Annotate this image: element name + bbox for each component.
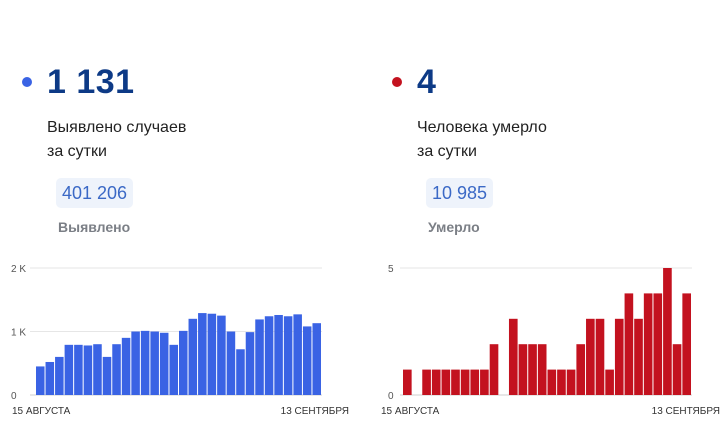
deaths-chart-bar xyxy=(528,344,537,395)
cases-chart-bar xyxy=(45,361,55,395)
cases-caption: Выявлено случаев за сутки xyxy=(47,116,186,164)
deaths-chart-bar xyxy=(557,369,566,395)
deaths-panel: 4 Человека умерло за сутки 10 985 Умерло… xyxy=(370,0,725,421)
deaths-chart-bar xyxy=(537,344,547,395)
deaths-chart-bar xyxy=(441,369,451,395)
deaths-chart-x-end-label: 13 СЕНТЯБРЯ xyxy=(652,406,720,417)
cases-chart-bar xyxy=(255,319,264,395)
cases-chart-bar xyxy=(226,331,236,395)
cases-caption-line1: Выявлено случаев xyxy=(47,119,187,136)
deaths-chart-bar xyxy=(451,369,460,395)
cases-chart-bar xyxy=(159,332,169,395)
deaths-chart-bar xyxy=(470,369,480,395)
cases-chart-bar xyxy=(74,344,83,395)
cases-chart-x-end-label: 13 СЕНТЯБРЯ xyxy=(281,406,349,417)
deaths-chart-y-tick-label: 5 xyxy=(388,264,394,275)
deaths-chart-bar xyxy=(518,344,528,395)
deaths-chart-bar xyxy=(605,369,614,395)
cases-indicator-dot xyxy=(22,77,32,87)
deaths-chart-bar xyxy=(634,318,643,395)
deaths-chart-bar xyxy=(566,369,576,395)
cases-chart-bar xyxy=(198,313,207,395)
deaths-chart-bar xyxy=(422,369,431,395)
cases-chart-y-tick-label: 2 K xyxy=(11,264,26,275)
deaths-chart-bar xyxy=(460,369,470,395)
cases-chart-bar xyxy=(217,315,226,395)
deaths-chart-bar xyxy=(403,369,412,395)
cases-chart-bar xyxy=(93,344,102,395)
deaths-chart-bar xyxy=(547,369,557,395)
deaths-caption-line1: Человека умерло xyxy=(417,119,547,136)
deaths-chart-x-start-label: 15 АВГУСТА xyxy=(381,406,440,417)
cases-chart-bar xyxy=(188,318,198,395)
cases-chart-bar xyxy=(283,316,293,395)
cases-chart-bar xyxy=(312,323,321,395)
cases-chart-bar xyxy=(236,349,245,395)
cases-chart-bar xyxy=(83,345,93,395)
cases-chart-y-tick-label: 0 xyxy=(11,391,17,402)
cases-chart-bar xyxy=(150,331,159,395)
deaths-chart-bar xyxy=(643,293,653,395)
deaths-indicator-dot xyxy=(392,77,402,87)
cases-total-label: Выявлено xyxy=(58,219,131,235)
deaths-chart-bar xyxy=(682,293,691,395)
cases-chart-bar xyxy=(55,356,64,395)
cases-caption-line2: за сутки xyxy=(47,143,107,160)
deaths-chart: 0 5 15 АВГУСТА 13 СЕНТЯБРЯ xyxy=(381,264,720,417)
cases-chart-bar xyxy=(140,330,150,395)
deaths-chart-bar xyxy=(595,318,605,395)
deaths-chart-bar xyxy=(431,369,441,395)
cases-chart-bar xyxy=(264,316,274,395)
cases-chart-bar xyxy=(169,344,178,395)
deaths-total-label: Умерло xyxy=(428,219,480,235)
cases-chart-bar xyxy=(102,356,112,395)
cases-chart-bar xyxy=(36,366,45,395)
cases-chart-bar xyxy=(64,344,74,395)
cases-chart-x-start-label: 15 АВГУСТА xyxy=(12,406,71,417)
deaths-chart-bar xyxy=(576,344,586,395)
cases-chart-bar xyxy=(121,337,131,395)
deaths-chart-bar xyxy=(624,293,634,395)
cases-total-badge: 401 206 xyxy=(56,178,134,208)
cases-chart-bar xyxy=(112,344,121,395)
deaths-total-badge: 10 985 xyxy=(426,178,494,208)
deaths-chart-bar xyxy=(653,293,663,395)
deaths-caption: Человека умерло за сутки xyxy=(417,116,547,164)
cases-chart-bar xyxy=(293,314,302,395)
deaths-chart-bar xyxy=(489,344,499,395)
deaths-chart-y-tick-label: 0 xyxy=(388,391,394,402)
cases-chart-y-tick-label: 1 K xyxy=(11,328,26,339)
cases-chart-bar xyxy=(302,326,312,395)
deaths-chart-bar xyxy=(508,318,518,395)
cases-chart-bar xyxy=(207,313,217,395)
deaths-chart-bar xyxy=(663,268,672,395)
cases-chart: 0 1 K 2 K 15 АВГУСТА 13 СЕНТЯБРЯ xyxy=(11,264,349,417)
cases-panel: 1 131 Выявлено случаев за сутки 401 206 … xyxy=(0,0,360,421)
cases-chart-bar xyxy=(245,332,255,395)
deaths-caption-line2: за сутки xyxy=(417,143,477,160)
deaths-chart-bar xyxy=(672,344,682,395)
deaths-per-day-value: 4 xyxy=(417,63,437,101)
cases-chart-bar xyxy=(131,331,140,395)
deaths-chart-bar xyxy=(480,369,489,395)
deaths-chart-bar xyxy=(614,318,624,395)
deaths-chart-bar xyxy=(586,318,595,395)
cases-chart-bar xyxy=(179,330,188,395)
cases-per-day-value: 1 131 xyxy=(47,63,135,101)
cases-chart-bar xyxy=(274,314,283,395)
